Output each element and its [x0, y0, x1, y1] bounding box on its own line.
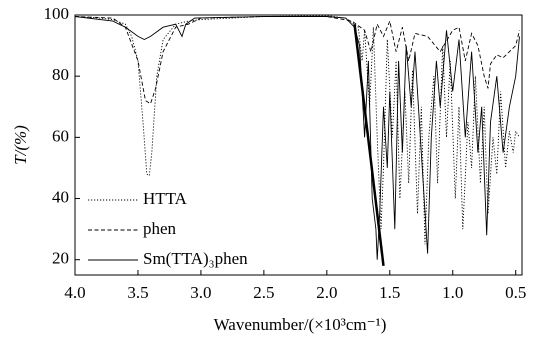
x-tick-label: 0.5 [505, 283, 526, 302]
plot-frame [74, 14, 523, 276]
x-tick-label: 2.0 [316, 283, 337, 302]
x-tick-label: 3.0 [190, 283, 211, 302]
y-axis-label: T/(%) [11, 125, 30, 165]
y-tick-label: 20 [52, 249, 69, 268]
x-tick-label: 1.0 [442, 283, 463, 302]
x-tick-label: 2.5 [253, 283, 274, 302]
x-tick-label: 1.5 [379, 283, 400, 302]
guide-line [353, 24, 385, 266]
y-tick-label: 40 [52, 187, 69, 206]
legend-label: HTTA [143, 189, 188, 208]
spectrum-line [74, 16, 520, 260]
y-tick-label: 60 [52, 126, 69, 145]
x-tick-label: 4.0 [64, 283, 85, 302]
legend-label: phen [143, 219, 177, 238]
y-tick-label: 100 [44, 4, 70, 23]
spectrum-line [74, 16, 520, 105]
x-axis-label: Wavenumber/(×10³cm⁻¹) [214, 315, 387, 334]
legend-label: Sm(TTA)₃phen [143, 249, 248, 268]
x-tick-label: 3.5 [127, 283, 148, 302]
spectrum-line [74, 15, 520, 245]
y-tick-label: 80 [52, 65, 69, 84]
